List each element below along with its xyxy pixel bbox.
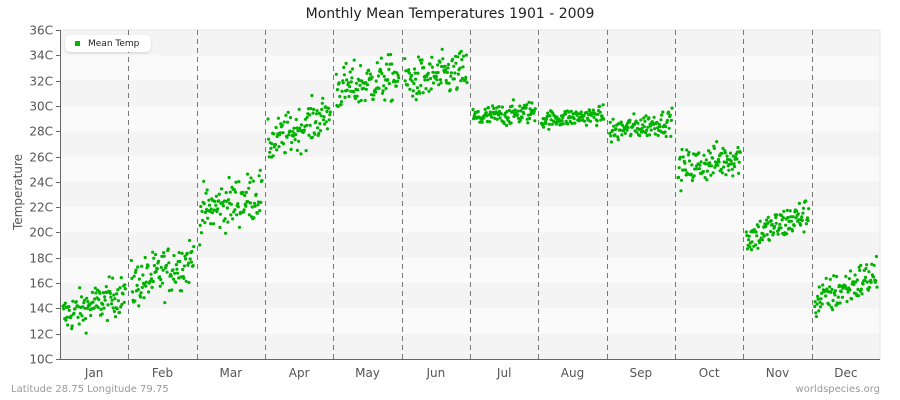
x-tick-label: Jan xyxy=(84,366,104,380)
chart-title: Monthly Mean Temperatures 1901 - 2009 xyxy=(305,6,595,22)
location-caption: Latitude 28.75 Longitude 79.75 xyxy=(11,384,169,395)
y-tick-label: 10C xyxy=(29,353,53,367)
y-tick-label: 34C xyxy=(29,49,53,63)
y-tick-label: 26C xyxy=(29,151,53,165)
x-tick-label: Apr xyxy=(289,366,310,380)
y-tick-label: 18C xyxy=(29,252,53,266)
y-tick-label: 22C xyxy=(29,201,53,215)
x-tick-label: Oct xyxy=(699,366,720,380)
x-tick-label: Jul xyxy=(496,366,511,380)
x-tick-label: Sep xyxy=(630,366,653,380)
month-separators xyxy=(128,30,813,359)
axes xyxy=(60,30,880,360)
source-caption: worldspecies.org xyxy=(795,384,880,395)
legend: Mean Temp xyxy=(65,35,151,52)
x-tick-label: Feb xyxy=(152,366,173,380)
x-tick-label: May xyxy=(355,366,380,380)
data-points xyxy=(61,47,879,335)
y-tick-label: 28C xyxy=(29,125,53,139)
y-tick-label: 16C xyxy=(29,277,53,291)
y-axis-ticks: 10C 12C 14C 16C 18C 20C 22C 24C 26C 28C 30C 32C 34C 3… xyxy=(29,24,60,367)
x-axis-ticks: Jan Feb Mar Apr May Jun Jul Aug Sep Oct Nov Dec xyxy=(84,366,858,380)
y-tick-label: 12C xyxy=(29,328,53,342)
legend-label: Mean Temp xyxy=(88,38,140,49)
legend-swatch-icon xyxy=(75,41,80,46)
x-tick-label: Dec xyxy=(834,366,857,380)
y-tick-label: 20C xyxy=(29,226,53,240)
y-tick-label: 30C xyxy=(29,100,53,114)
y-tick-label: 32C xyxy=(29,75,53,89)
x-tick-label: Aug xyxy=(561,366,584,380)
y-tick-label: 24C xyxy=(29,176,53,190)
y-tick-label: 14C xyxy=(29,302,53,316)
x-tick-label: Nov xyxy=(766,366,789,380)
x-tick-label: Mar xyxy=(220,366,243,380)
y-tick-label: 36C xyxy=(29,24,53,38)
x-tick-label: Jun xyxy=(425,366,445,380)
